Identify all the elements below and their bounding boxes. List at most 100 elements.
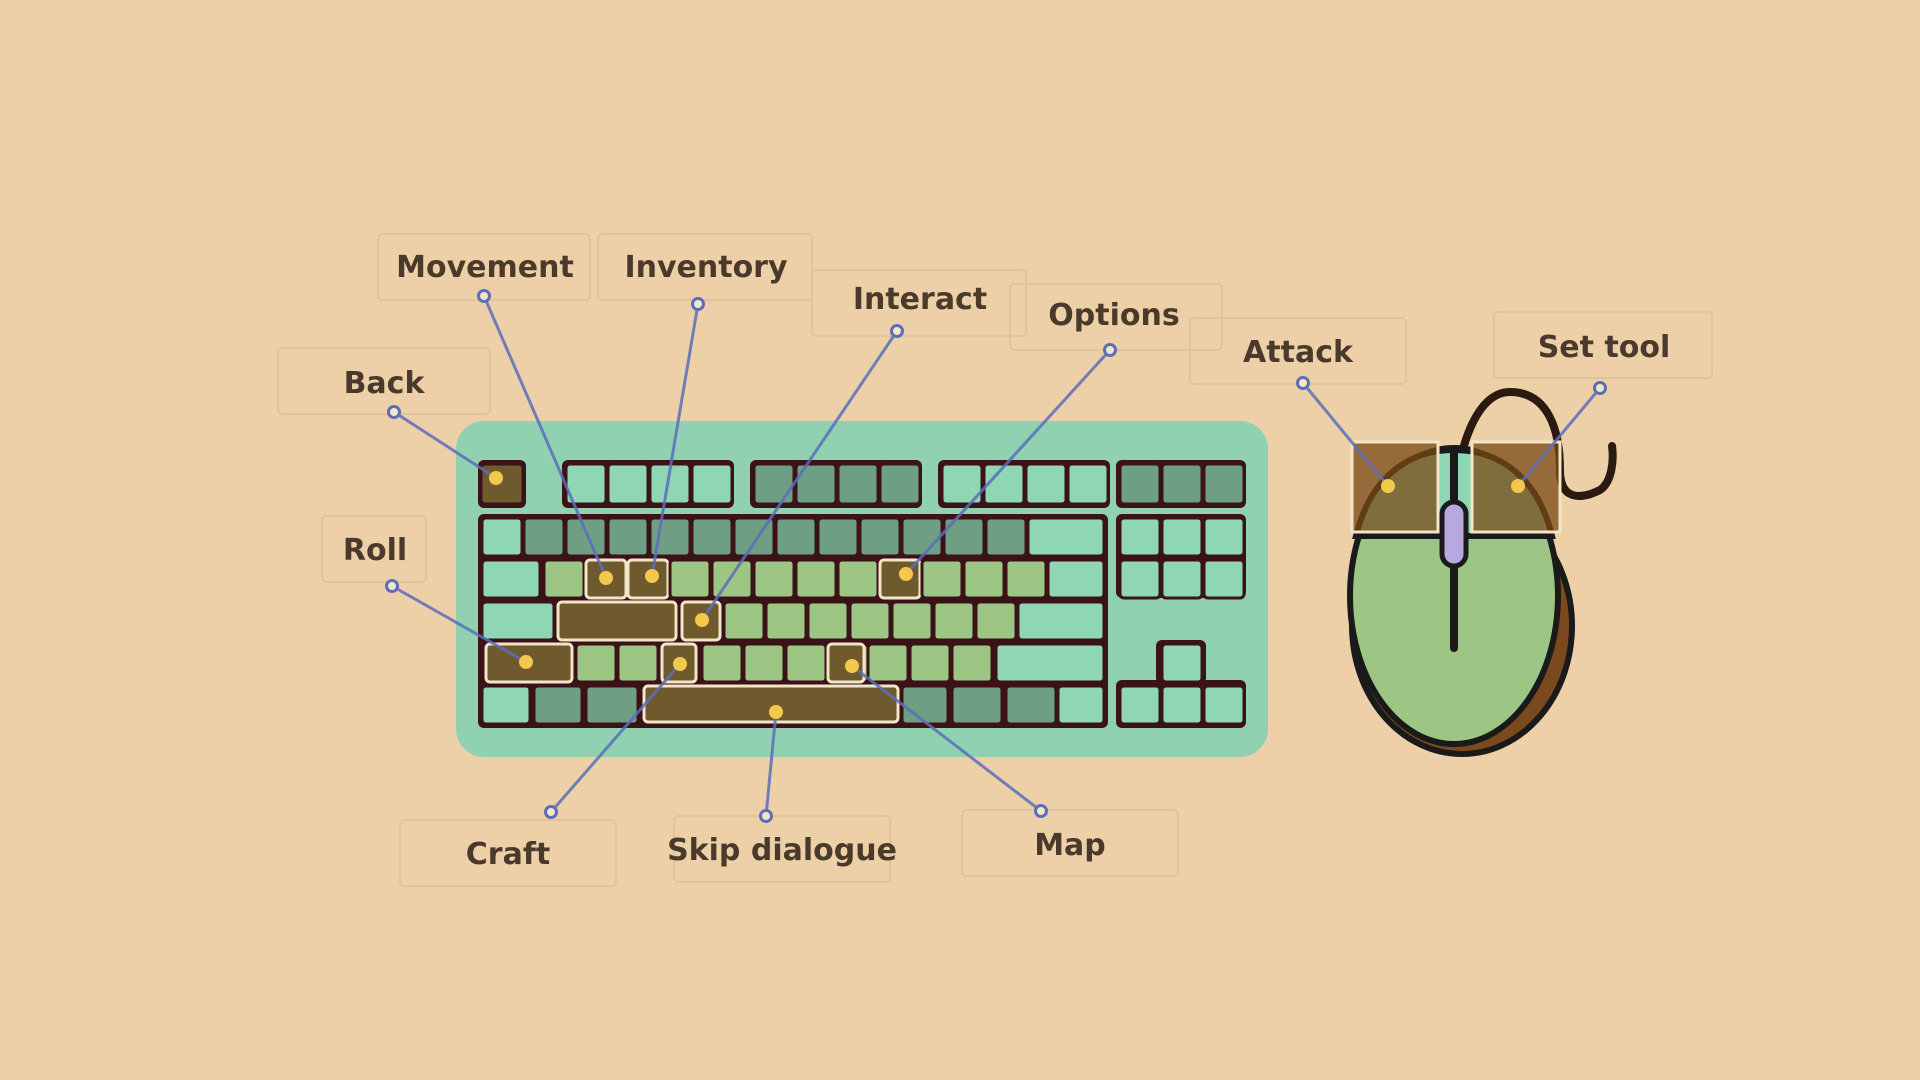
key-letter: [932, 600, 976, 642]
connector-roll: [385, 579, 533, 669]
connectors: [385, 289, 1607, 823]
label-interact: Interact: [853, 282, 987, 317]
anchor-dot: [599, 571, 613, 585]
key-number: [564, 516, 608, 558]
key-function: [1024, 462, 1068, 506]
key-nav: [1160, 516, 1204, 558]
key-letter: [950, 642, 994, 684]
connector-line: [650, 303, 700, 577]
connector-line: [482, 295, 608, 579]
label-roll: Roll: [343, 533, 407, 568]
connector-line: [904, 348, 1112, 576]
key-ctrl: [480, 684, 532, 726]
key-caps: [480, 600, 556, 642]
key-letter: [668, 558, 712, 600]
keyboard-icon: [456, 421, 1268, 757]
key-shift-right: [994, 642, 1106, 684]
key-letter: [784, 642, 828, 684]
connector-start-dot: [544, 805, 558, 819]
connector-start-dot: [691, 297, 705, 311]
key-number: [942, 516, 986, 558]
connector-start-dot: [1296, 376, 1310, 390]
anchor-dot: [1511, 479, 1525, 493]
connector-line: [764, 711, 778, 817]
key-nav: [1160, 462, 1204, 506]
key-number: [690, 516, 734, 558]
key-nav: [1202, 516, 1246, 558]
anchor-dot: [519, 655, 533, 669]
key-enter: [1016, 600, 1106, 642]
connector-line: [851, 664, 1042, 813]
key-nav: [1118, 558, 1162, 600]
connector-settool: [1511, 381, 1607, 493]
connector-interact: [695, 324, 904, 627]
connector-start-dot: [1593, 381, 1607, 395]
connector-start-dot: [1103, 343, 1117, 357]
key-letter: [1004, 558, 1048, 600]
key-letter: [722, 600, 766, 642]
label-skip-dialogue: Skip dialogue: [667, 833, 897, 868]
connector-movement: [477, 289, 613, 585]
connector-inventory: [645, 297, 705, 583]
connector-line: [393, 410, 497, 480]
key-function: [940, 462, 984, 506]
key-letter: [616, 642, 660, 684]
key-nav: [1118, 516, 1162, 558]
key-letter: [806, 600, 850, 642]
key-letter: [908, 642, 952, 684]
key-mod: [584, 684, 640, 726]
labels: Back Movement Inventory Interact Options…: [343, 250, 1670, 872]
connector-back: [387, 405, 503, 485]
key-letter: [710, 558, 754, 600]
key-arrow: [1202, 684, 1246, 726]
key-mod: [950, 684, 1004, 726]
anchor-dot: [769, 705, 783, 719]
label-set-tool: Set tool: [1538, 330, 1671, 365]
key-mod: [900, 684, 950, 726]
connector-attack: [1296, 376, 1395, 493]
anchor-dot: [1381, 479, 1395, 493]
connector-line: [391, 584, 527, 664]
anchor-dot: [489, 471, 503, 485]
key-letter: [848, 600, 892, 642]
key-backslash: [1046, 558, 1106, 600]
label-inventory: Inventory: [624, 250, 788, 285]
key-number: [900, 516, 944, 558]
label-craft: Craft: [466, 837, 550, 872]
key-tab: [480, 558, 542, 600]
label-back: Back: [344, 366, 426, 401]
key-function: [794, 462, 838, 506]
key-letter: [836, 558, 880, 600]
connector-line: [700, 330, 899, 621]
connector-line: [549, 663, 682, 813]
mouse-right-button-highlight: [1470, 440, 1562, 534]
key-function: [1066, 462, 1110, 506]
label-map: Map: [1034, 828, 1106, 863]
anchor-dot: [845, 659, 859, 673]
key-nav: [1202, 462, 1246, 506]
key-letter: [794, 558, 838, 600]
key-nav: [1202, 558, 1246, 600]
key-function: [836, 462, 880, 506]
key-letter: [974, 600, 1018, 642]
key-number: [858, 516, 902, 558]
connector-start-dot: [1034, 804, 1048, 818]
anchor-dot: [673, 657, 687, 671]
mouse-wheel: [1439, 499, 1469, 569]
key-letter: [752, 558, 796, 600]
key-mod: [532, 684, 584, 726]
key-backspace: [1026, 516, 1106, 558]
key-ctrl: [1056, 684, 1106, 726]
key-letter: [742, 642, 786, 684]
key-number: [774, 516, 818, 558]
anchor-dot: [645, 569, 659, 583]
connector-start-dot: [890, 324, 904, 338]
key-function: [878, 462, 922, 506]
connector-map: [845, 659, 1048, 818]
key-function: [690, 462, 734, 506]
mouse-icon: [1347, 387, 1617, 757]
label-movement: Movement: [396, 250, 574, 285]
key-letter: [700, 642, 744, 684]
connector-options: [899, 343, 1117, 581]
